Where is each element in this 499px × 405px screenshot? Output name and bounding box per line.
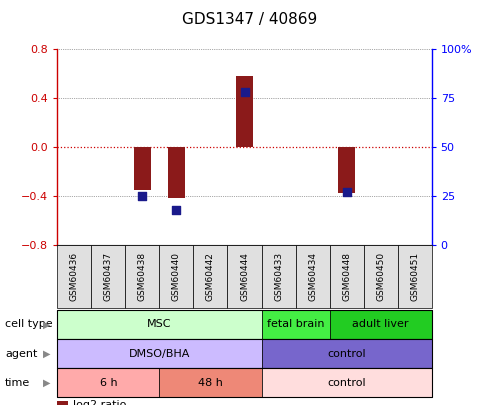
- Text: DMSO/BHA: DMSO/BHA: [129, 349, 190, 358]
- Text: fetal brain: fetal brain: [267, 320, 324, 329]
- Bar: [236, 76, 253, 147]
- Text: 48 h: 48 h: [198, 378, 223, 388]
- Text: GSM60450: GSM60450: [376, 252, 385, 301]
- Point: [173, 207, 181, 213]
- Bar: [134, 147, 151, 190]
- Text: GSM60442: GSM60442: [206, 252, 215, 301]
- Text: GSM60434: GSM60434: [308, 252, 317, 301]
- Text: control: control: [327, 378, 366, 388]
- Text: GSM60438: GSM60438: [138, 252, 147, 301]
- Text: GSM60436: GSM60436: [70, 252, 79, 301]
- Text: GSM60448: GSM60448: [342, 252, 351, 301]
- Point: [138, 193, 146, 199]
- Text: GSM60433: GSM60433: [274, 252, 283, 301]
- Text: cell type: cell type: [5, 320, 52, 329]
- Text: time: time: [5, 378, 30, 388]
- Text: GDS1347 / 40869: GDS1347 / 40869: [182, 12, 317, 27]
- Text: 6 h: 6 h: [100, 378, 117, 388]
- Text: GSM60444: GSM60444: [240, 252, 249, 301]
- Text: adult liver: adult liver: [352, 320, 409, 329]
- Text: ▶: ▶: [42, 349, 50, 358]
- Text: ▶: ▶: [42, 378, 50, 388]
- Text: GSM60451: GSM60451: [410, 252, 419, 301]
- Bar: [338, 147, 355, 194]
- Point: [241, 89, 249, 95]
- Text: MSC: MSC: [147, 320, 172, 329]
- Text: agent: agent: [5, 349, 37, 358]
- Point: [343, 189, 351, 195]
- Text: ▶: ▶: [42, 320, 50, 329]
- Text: GSM60440: GSM60440: [172, 252, 181, 301]
- Text: GSM60437: GSM60437: [104, 252, 113, 301]
- Bar: [168, 147, 185, 198]
- Text: log2 ratio: log2 ratio: [73, 400, 127, 405]
- Text: control: control: [327, 349, 366, 358]
